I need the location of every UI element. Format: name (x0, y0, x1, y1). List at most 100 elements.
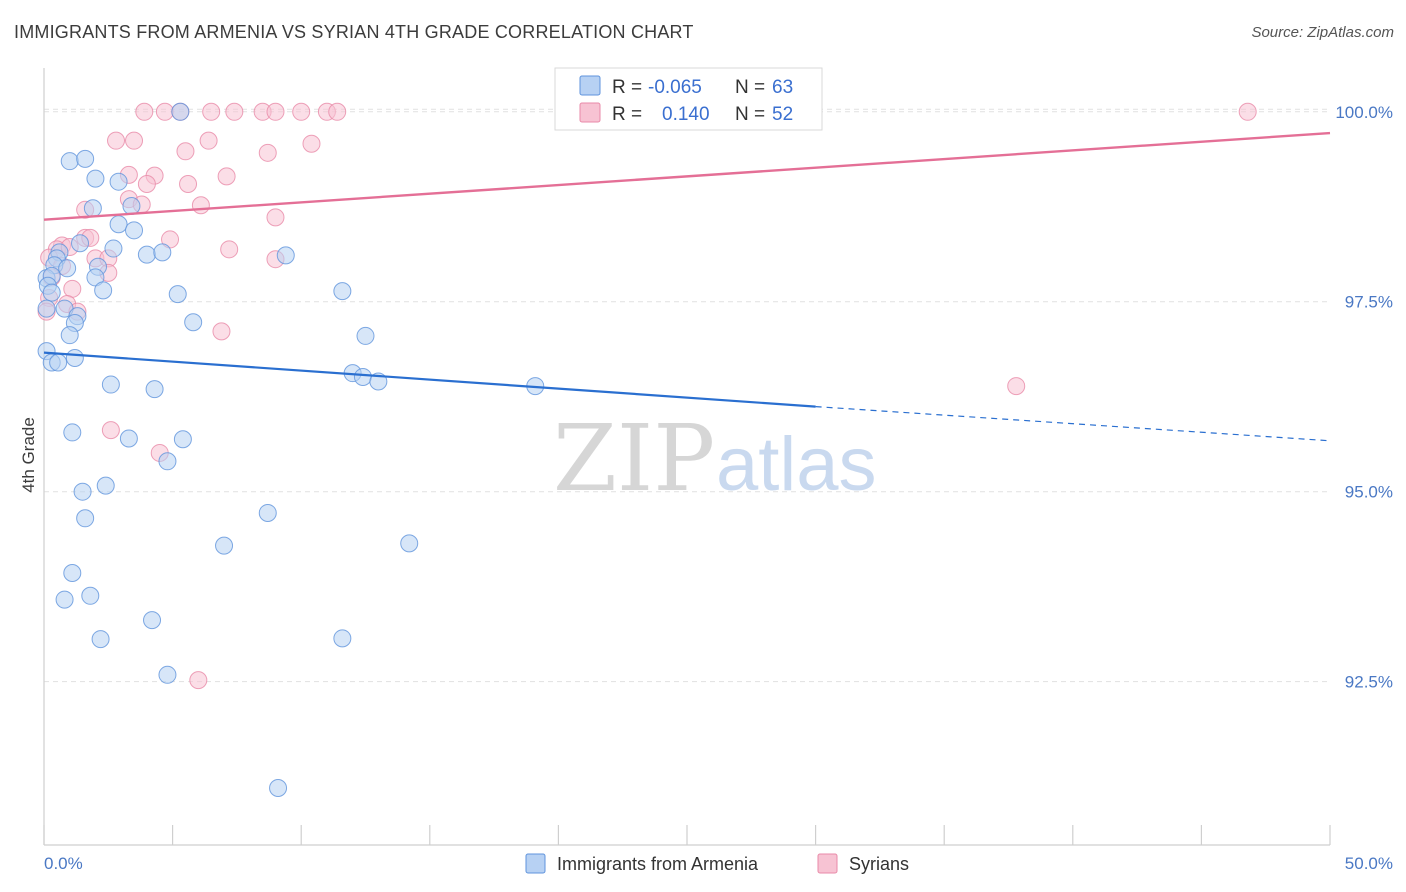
point-syrians (135, 102, 154, 121)
point-armenia (63, 423, 82, 442)
point-syrians (189, 671, 208, 690)
point-armenia (104, 239, 123, 258)
legend-r-value: 0.140 (662, 104, 710, 125)
point-armenia (145, 380, 164, 399)
point-armenia (356, 326, 375, 345)
stats-legend: R = -0.065 N = 63 R = 0.140 N = 52 (554, 67, 823, 131)
trend-line-syrians (43, 131, 1331, 221)
y-tick-labels: 92.5% 95.0% 97.5% 100.0% (1335, 103, 1393, 692)
point-syrians (225, 102, 244, 121)
point-armenia (94, 281, 113, 300)
point-syrians (63, 279, 82, 298)
y-tick-label: 97.5% (1345, 293, 1393, 312)
point-armenia (96, 476, 115, 495)
point-armenia (76, 149, 95, 168)
point-armenia (400, 534, 419, 553)
bottom-legend-swatch-armenia (525, 853, 546, 874)
x-tick-label: 50.0% (1345, 854, 1393, 873)
source-label: Source: ZipAtlas.com (1251, 24, 1394, 41)
gridlines (44, 108, 1330, 683)
point-syrians (199, 131, 218, 150)
legend-r-label: R = (612, 77, 642, 98)
watermark-atlas: atlas (716, 422, 877, 507)
legend-n-value: 52 (772, 104, 793, 125)
point-armenia (63, 563, 82, 582)
point-syrians (266, 102, 285, 121)
point-syrians (292, 102, 311, 121)
point-armenia (119, 429, 138, 448)
legend-r-label: R = (612, 104, 642, 125)
series-legend: Immigrants from Armenia Syrians (525, 853, 909, 874)
point-armenia (71, 234, 90, 253)
point-armenia (353, 367, 372, 386)
point-armenia (73, 482, 92, 501)
point-syrians (302, 134, 321, 153)
point-armenia (153, 243, 172, 262)
point-armenia (158, 452, 177, 471)
point-armenia (184, 313, 203, 332)
point-syrians (101, 421, 120, 440)
point-syrians (258, 143, 277, 162)
point-armenia (58, 259, 77, 278)
point-syrians (202, 102, 221, 121)
point-armenia (137, 245, 156, 264)
axes (43, 68, 1331, 846)
point-armenia (76, 509, 95, 528)
point-syrians (1238, 102, 1257, 121)
point-syrians (220, 240, 239, 259)
point-syrians (155, 102, 174, 121)
x-tick-labels: 0.0% 50.0% (44, 854, 1393, 873)
point-armenia (215, 536, 234, 555)
y-axis-title: 4th Grade (19, 417, 38, 493)
trend-line-armenia (43, 351, 816, 408)
point-syrians (266, 208, 285, 227)
point-syrians (125, 131, 144, 150)
point-armenia (91, 630, 110, 649)
x-tick-label: 0.0% (44, 854, 83, 873)
legend-swatch-syrians (579, 102, 601, 123)
point-armenia (258, 503, 277, 522)
point-syrians (176, 142, 195, 161)
point-syrians (217, 167, 236, 186)
chart-title: IMMIGRANTS FROM ARMENIA VS SYRIAN 4TH GR… (14, 22, 694, 42)
point-armenia (55, 590, 74, 609)
bottom-legend-swatch-syrians (817, 853, 838, 874)
point-armenia (276, 246, 295, 265)
point-armenia (60, 152, 79, 171)
point-armenia (42, 283, 61, 302)
point-armenia (333, 629, 352, 648)
point-syrians (137, 174, 156, 193)
point-armenia (122, 197, 141, 216)
point-armenia (86, 169, 105, 188)
legend-r-value: -0.065 (648, 77, 702, 98)
y-tick-label: 95.0% (1345, 483, 1393, 502)
trend-lines (43, 131, 1331, 442)
point-syrians (191, 196, 210, 215)
y-tick-label: 100.0% (1335, 103, 1393, 122)
point-armenia (83, 199, 102, 218)
watermark: ZIP atlas (553, 405, 877, 512)
point-armenia (109, 172, 128, 191)
legend-n-label: N = (735, 77, 765, 98)
legend-swatch-armenia (579, 75, 601, 96)
trend-line-armenia-extrapolated (815, 405, 1331, 442)
point-armenia (158, 665, 177, 684)
point-syrians (107, 131, 126, 150)
point-armenia (101, 375, 120, 394)
point-armenia (269, 779, 288, 798)
point-syrians (179, 174, 198, 193)
data-points (37, 102, 1257, 798)
point-armenia (81, 586, 100, 605)
point-armenia (171, 102, 190, 121)
point-armenia (37, 299, 56, 318)
point-armenia (49, 353, 68, 372)
bottom-legend-label-armenia: Immigrants from Armenia (557, 854, 759, 874)
point-syrians (1007, 377, 1026, 396)
bottom-legend-label-syrians: Syrians (849, 854, 909, 874)
point-armenia (168, 285, 187, 304)
point-armenia (143, 611, 162, 630)
point-armenia (333, 282, 352, 301)
watermark-zip: ZIP (553, 405, 715, 512)
point-armenia (65, 348, 84, 367)
